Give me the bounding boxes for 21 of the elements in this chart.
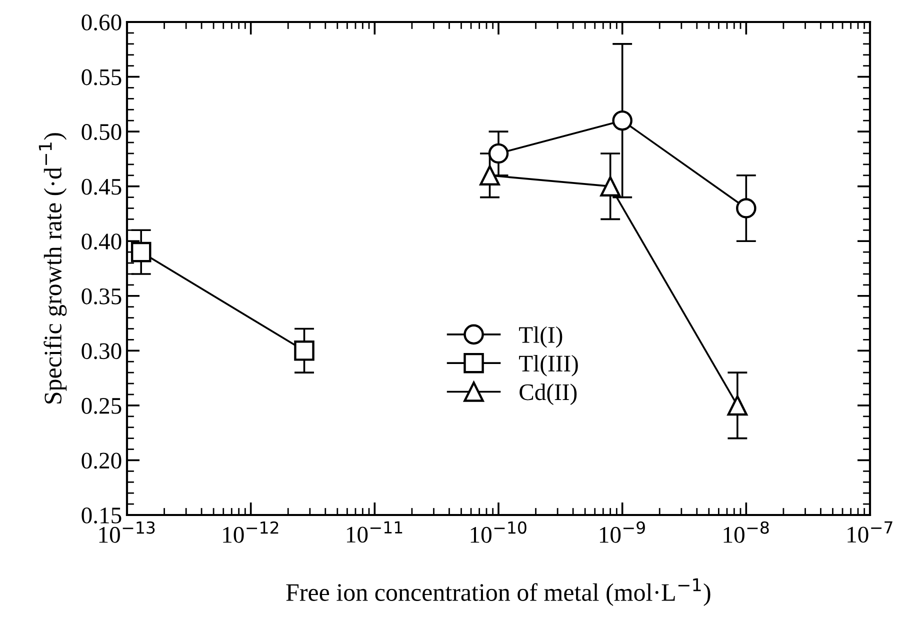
y-tick-label: 0.45 [82,178,122,195]
y-tick-label: 0.20 [82,452,122,469]
legend-label: Cd(II) [520,384,577,406]
x-tick-label: 10$^{−11}$ [346,521,402,543]
y-axis-title: Specific growth rate (·d$^{−1}$) [38,133,67,404]
legend-label: Tl(III) [519,354,578,376]
legend-label: Tl(I) [519,326,562,348]
y-tick-label: 0.55 [82,69,122,86]
y-tick-label: 0.30 [82,343,122,360]
x-tick-label: 10$^{−10}$ [470,521,526,543]
x-tick-label: 10$^{−7}$ [848,521,892,543]
x-axis-title: Free ion concentration of metal (mol·L$^{−1}$) [286,578,710,606]
x-tick-label: 10$^{−12}$ [223,521,278,543]
x-tick-label: 10$^{−8}$ [724,521,769,543]
y-tick-label: 0.35 [82,288,122,304]
y-tick-label: 0.25 [82,398,122,414]
y-tick-label: 0.50 [82,124,122,140]
y-tick-label: 0.40 [82,234,122,250]
x-tick-label: 10$^{−9}$ [600,521,645,543]
y-tick-label: 0.60 [82,14,122,31]
y-tick-label: 0.15 [82,507,122,524]
